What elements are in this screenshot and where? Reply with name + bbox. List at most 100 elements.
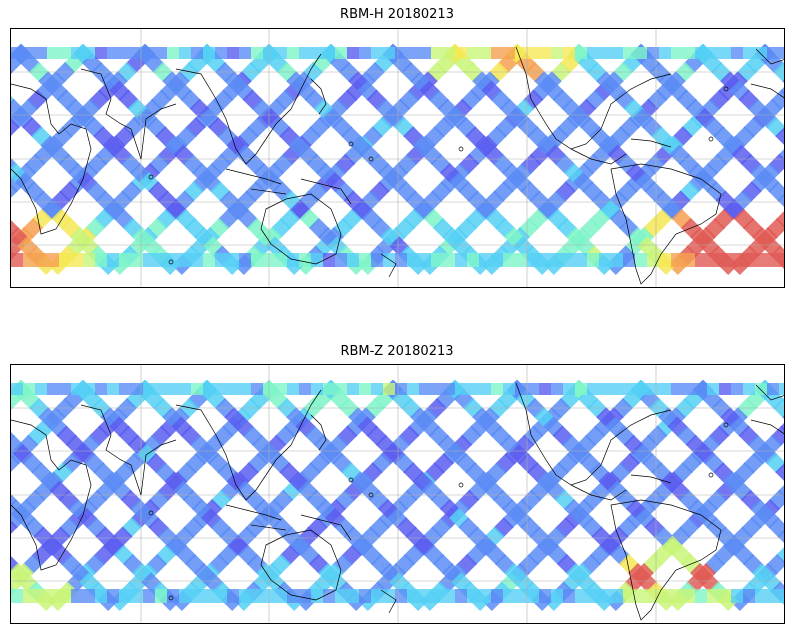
swath-cell (323, 383, 335, 395)
island-mark (368, 156, 374, 162)
swath-cell (611, 589, 623, 603)
swath-cell (227, 47, 239, 59)
swath-cell (551, 47, 563, 59)
swath-cell (227, 589, 239, 603)
swath-cell (467, 47, 479, 59)
swath-cell (215, 589, 227, 603)
coastline-path (515, 46, 672, 150)
swath-cell (11, 383, 23, 395)
swath-cell (335, 253, 347, 267)
swath-cell (695, 253, 707, 267)
swath-cell (767, 253, 779, 267)
swath-cell (311, 383, 323, 395)
swath-cell (587, 253, 599, 267)
swath-cell (335, 383, 347, 395)
swath-cell (719, 47, 731, 59)
map-canvas-rbm-h (11, 29, 785, 287)
swath-cell (599, 253, 611, 267)
swath-cell (383, 47, 395, 59)
swath-cell (455, 383, 467, 395)
swath-cell (767, 589, 779, 603)
swath-cell (431, 383, 443, 395)
swath-cell (775, 462, 784, 483)
swath-cell (107, 47, 119, 59)
swath-cell (251, 253, 263, 267)
swath-cell (155, 253, 167, 267)
swath-cell (35, 383, 47, 395)
swath-cell (167, 253, 179, 267)
swath-cell (383, 383, 395, 395)
swath-cell (659, 383, 671, 395)
swath-cell (347, 47, 359, 59)
coastline-path (310, 414, 327, 451)
swath-cell (587, 383, 599, 395)
swath-cell (179, 47, 191, 59)
swath-cell (767, 47, 779, 59)
swath-cell (527, 253, 539, 267)
swath-cell (443, 383, 455, 395)
swath-cell (191, 589, 203, 603)
swath-cell (767, 383, 779, 395)
swath-cell (47, 253, 59, 267)
swath-cell (563, 383, 575, 395)
coastline-path (750, 384, 784, 435)
coastline-path (225, 168, 352, 205)
swath-cell (755, 47, 767, 59)
swath-cell (335, 47, 347, 59)
swath-cell (359, 47, 371, 59)
swath-cell (107, 589, 119, 603)
swath-cell (551, 383, 563, 395)
map-canvas-rbm-z (11, 365, 784, 623)
swath-cell (707, 383, 719, 395)
swath-cell (71, 253, 83, 267)
swath-cell (131, 47, 143, 59)
swath-cell (167, 589, 179, 603)
swath-cell (647, 589, 659, 603)
swath-cell (323, 253, 335, 267)
swath-cell (95, 383, 107, 395)
swath-cell (239, 253, 251, 267)
swath-cell (371, 253, 383, 267)
swath-cell (635, 47, 647, 59)
swath-cell (611, 383, 623, 395)
swath-cell (395, 253, 407, 267)
swath-cell (239, 589, 251, 603)
island-mark (708, 472, 714, 478)
swath-cell (784, 135, 785, 156)
swath-cell (671, 589, 683, 603)
coastline-path (610, 499, 722, 621)
swath-cell (503, 589, 515, 603)
swath-cell (707, 253, 719, 267)
swath-cell (755, 589, 767, 603)
swath-cell (167, 383, 179, 395)
swath-cell (671, 253, 683, 267)
coastline-path (175, 53, 322, 165)
swath-cell (563, 253, 575, 267)
swath-cell (11, 117, 20, 138)
swath-cell (107, 253, 119, 267)
swath-cell (779, 47, 784, 59)
swath-cell (659, 589, 671, 603)
swath-cell (395, 589, 407, 603)
coastline-path (380, 253, 397, 278)
swath-cell (491, 47, 503, 59)
swath-cell (623, 253, 635, 267)
swath-cell (671, 47, 683, 59)
swath-cell (47, 589, 59, 603)
swath-cell (179, 589, 191, 603)
coastline-path (80, 404, 177, 496)
swath-cell (287, 383, 299, 395)
swath-cell (71, 589, 83, 603)
swath-cell (95, 589, 107, 603)
swath-cell (503, 253, 515, 267)
swath-cell (407, 589, 419, 603)
swath-cell (287, 253, 299, 267)
swath-cell (35, 47, 47, 59)
coastline-path (570, 484, 627, 501)
swath-cell (707, 589, 719, 603)
swath-cell (515, 589, 527, 603)
swath-cell (59, 383, 71, 395)
swath-cell (443, 253, 455, 267)
swath-cell (59, 253, 71, 267)
swath-cell (659, 47, 671, 59)
